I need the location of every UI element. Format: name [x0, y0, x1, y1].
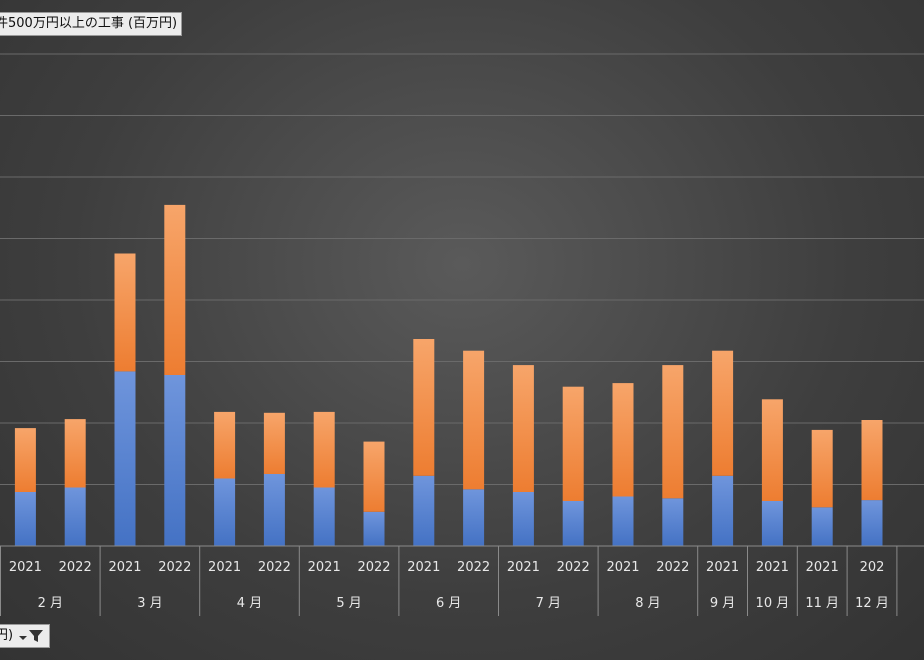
bar-segment-blue[interactable]: [413, 475, 435, 546]
bar-segment-blue[interactable]: [512, 492, 534, 546]
bar-segment-blue[interactable]: [712, 475, 734, 546]
year-tick-label: 2022: [656, 560, 689, 575]
month-tick-label: 4 月: [237, 596, 262, 611]
bar-segment-blue[interactable]: [861, 500, 883, 546]
filter-chip[interactable]: 円): [0, 624, 51, 648]
month-tick-label: 10 月: [756, 596, 790, 611]
category-axis: 2022202120222021202220212022202120222021…: [0, 545, 924, 616]
bar-segment-orange[interactable]: [463, 350, 485, 490]
month-tick-label: 3 月: [137, 596, 162, 611]
month-tick-label: 7 月: [536, 596, 561, 611]
bar-segment-blue[interactable]: [463, 489, 485, 546]
year-tick-label: 2021: [756, 560, 789, 575]
bar-segment-orange[interactable]: [14, 428, 36, 492]
chart-title-chip[interactable]: 件500万円以上の工事 (百万円): [0, 12, 183, 36]
year-tick-label: 2022: [258, 560, 291, 575]
year-tick-label: 2021: [407, 560, 440, 575]
bar-segment-blue[interactable]: [164, 375, 186, 546]
year-tick-label: 2021: [806, 560, 839, 575]
bar-segment-orange[interactable]: [313, 411, 335, 488]
bar-segment-blue[interactable]: [313, 487, 335, 547]
bar-segment-orange[interactable]: [562, 386, 584, 501]
month-tick-label: 5 月: [336, 596, 361, 611]
month-tick-label: 2 月: [38, 596, 63, 611]
year-tick-label: 2022: [557, 560, 590, 575]
bar-segment-blue[interactable]: [14, 492, 36, 546]
bar-segment-orange[interactable]: [512, 365, 534, 492]
bar-segment-orange[interactable]: [811, 429, 833, 508]
chart-title: 件500万円以上の工事 (百万円): [0, 16, 178, 31]
month-tick-label: 6 月: [436, 596, 461, 611]
bar-segment-blue[interactable]: [363, 511, 385, 546]
bar-segment-blue[interactable]: [64, 487, 86, 547]
year-tick-label: 202: [860, 560, 885, 575]
bar-segment-blue[interactable]: [114, 371, 136, 546]
bar-segment-orange[interactable]: [214, 411, 236, 479]
bar-segment-blue[interactable]: [662, 498, 684, 546]
bar-segment-orange[interactable]: [861, 420, 883, 501]
month-tick-label: 8 月: [635, 596, 660, 611]
year-tick-label: 2021: [108, 560, 141, 575]
bar-segment-blue[interactable]: [562, 501, 584, 546]
bar-segment-orange[interactable]: [263, 412, 285, 474]
year-tick-label: 2021: [606, 560, 639, 575]
year-tick-label: 2022: [457, 560, 490, 575]
year-tick-label: 2022: [158, 560, 191, 575]
bar-segment-orange[interactable]: [114, 253, 136, 372]
bar-segment-blue[interactable]: [811, 507, 833, 546]
bar-segment-orange[interactable]: [662, 365, 684, 499]
filter-dropdown-icon[interactable]: [17, 628, 45, 644]
year-tick-label: 2021: [208, 560, 241, 575]
filter-chip-label: 円): [0, 628, 14, 643]
year-tick-label: 2021: [507, 560, 540, 575]
bar-segment-orange[interactable]: [363, 441, 385, 512]
bar-segment-blue[interactable]: [612, 496, 634, 547]
bar-segment-blue[interactable]: [761, 501, 783, 546]
bar-stacks: [14, 204, 883, 547]
year-tick-label: 2021: [308, 560, 341, 575]
bar-segment-orange[interactable]: [413, 339, 435, 476]
bar-segment-blue[interactable]: [263, 474, 285, 546]
year-tick-label: 2021: [706, 560, 739, 575]
bar-segment-orange[interactable]: [164, 204, 186, 375]
month-tick-label: 12 月: [855, 596, 889, 611]
bar-segment-orange[interactable]: [612, 383, 634, 497]
year-tick-label: 2022: [357, 560, 390, 575]
bar-segment-blue[interactable]: [214, 478, 236, 547]
bar-segment-orange[interactable]: [64, 419, 86, 488]
year-tick-label: 2021: [9, 560, 42, 575]
bar-segment-orange[interactable]: [712, 350, 734, 476]
gridlines: [0, 53, 924, 485]
bar-segment-orange[interactable]: [761, 399, 783, 501]
month-tick-label: 11 月: [805, 596, 839, 611]
month-tick-label: 9 月: [710, 596, 735, 611]
year-tick-label: 2022: [59, 560, 92, 575]
